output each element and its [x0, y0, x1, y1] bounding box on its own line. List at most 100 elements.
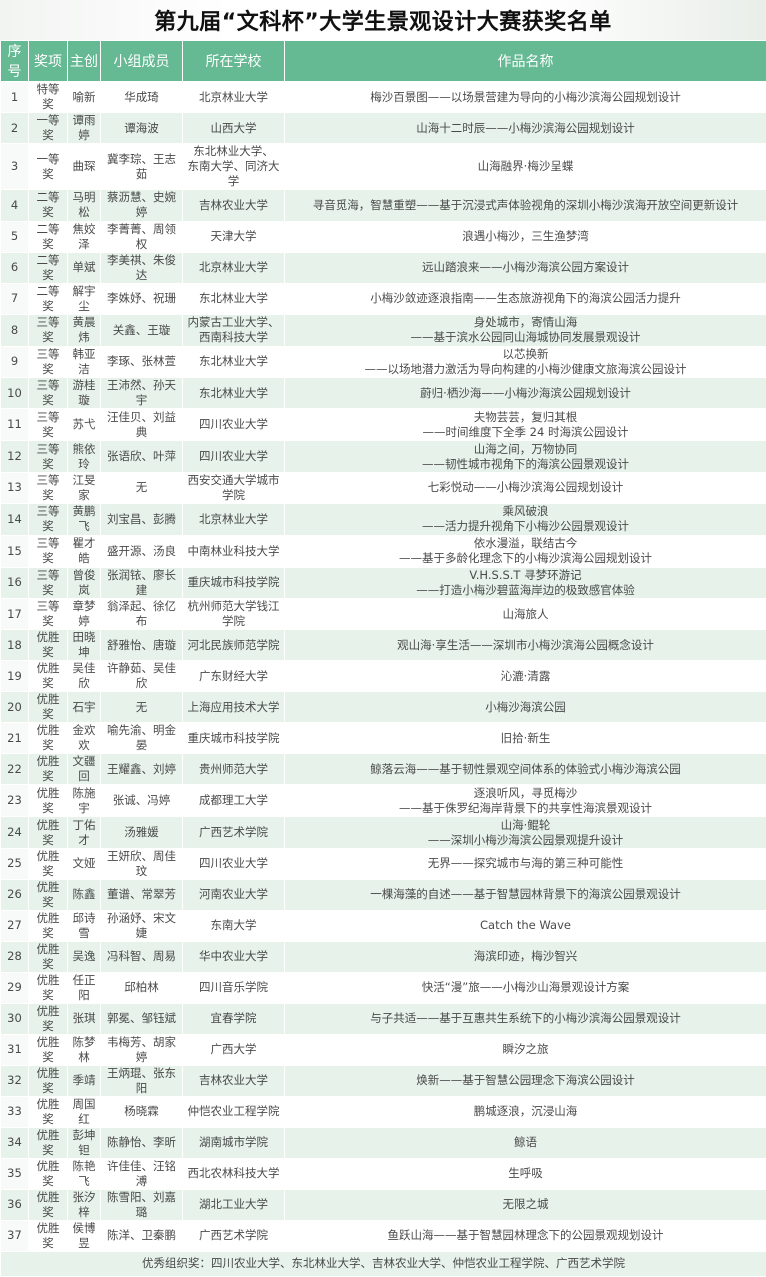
cell-lead: 谭雨婷: [68, 113, 101, 144]
header-lead: 主创: [68, 41, 101, 82]
cell-index: 28: [1, 941, 29, 972]
cell-lead: 周国红: [68, 1096, 101, 1127]
cell-members: 关鑫、王璇: [101, 314, 183, 346]
cell-award: 优胜奖: [29, 1127, 68, 1158]
cell-school: 成都理工大学: [183, 785, 285, 817]
cell-lead: 单斌: [68, 252, 101, 283]
cell-members: 无: [101, 472, 183, 503]
cell-members: 王妍欣、周佳玟: [101, 848, 183, 879]
cell-work: 鲸语: [285, 1127, 766, 1158]
cell-work: 以芯换新 ——以场地潜力激活为导向构建的小梅沙健康文旅海滨公园设计: [285, 346, 766, 378]
cell-award: 二等奖: [29, 252, 68, 283]
cell-members: 冯科智、周易: [101, 941, 183, 972]
cell-index: 7: [1, 283, 29, 314]
cell-index: 34: [1, 1127, 29, 1158]
cell-lead: 江旻家: [68, 472, 101, 503]
cell-members: 汤雅媛: [101, 817, 183, 849]
cell-award: 优胜奖: [29, 1158, 68, 1189]
cell-school: 上海应用技术大学: [183, 692, 285, 723]
cell-work: 无界——探究城市与海的第三种可能性: [285, 848, 766, 879]
cell-award: 三等奖: [29, 409, 68, 441]
cell-members: 陈静怡、李昕: [101, 1127, 183, 1158]
cell-work: 梅沙百景图——以场景营建为导向的小梅沙滨海公园规划设计: [285, 82, 766, 113]
cell-members: 冀李琮、王志茹: [101, 144, 183, 190]
cell-school: 西安交通大学城市学院: [183, 472, 285, 503]
cell-lead: 任正阳: [68, 972, 101, 1003]
cell-award: 一等奖: [29, 144, 68, 190]
cell-lead: 韩亚洁: [68, 346, 101, 378]
cell-school: 河南农业大学: [183, 879, 285, 910]
cell-lead: 张汐梓: [68, 1189, 101, 1220]
header-award: 奖项: [29, 41, 68, 82]
cell-members: 张润铱、廖长建: [101, 567, 183, 599]
cell-index: 27: [1, 910, 29, 941]
cell-lead: 丁佑才: [68, 817, 101, 849]
cell-members: 谭海波: [101, 113, 183, 144]
cell-index: 15: [1, 535, 29, 567]
cell-work: 乘风破浪 ——活力提升视角下小梅沙公园景观设计: [285, 503, 766, 535]
cell-award: 优胜奖: [29, 1220, 68, 1251]
cell-award: 优胜奖: [29, 972, 68, 1003]
cell-index: 1: [1, 82, 29, 113]
cell-lead: 马明松: [68, 190, 101, 222]
cell-school: 四川农业大学: [183, 441, 285, 473]
organization-award: 优秀组织奖：四川农业大学、东北林业大学、吉林农业大学、仲恺农业工程学院、广西艺术…: [1, 1251, 766, 1276]
cell-work: 快活“漫”旅——小梅沙山海景观设计方案: [285, 972, 766, 1003]
header-index: 序号: [1, 41, 29, 82]
cell-award: 优胜奖: [29, 1096, 68, 1127]
cell-award: 优胜奖: [29, 1003, 68, 1034]
cell-index: 26: [1, 879, 29, 910]
cell-award: 三等奖: [29, 314, 68, 346]
cell-index: 6: [1, 252, 29, 283]
cell-lead: 文娅: [68, 848, 101, 879]
cell-lead: 曲琛: [68, 144, 101, 190]
cell-school: 西北农林科技大学: [183, 1158, 285, 1189]
title-bar: 第九届“文科杯”大学生景观设计大赛获奖名单: [0, 0, 766, 40]
cell-lead: 石宇: [68, 692, 101, 723]
cell-lead: 焦姣泽: [68, 221, 101, 252]
cell-award: 优胜奖: [29, 941, 68, 972]
cell-school: 北京林业大学: [183, 82, 285, 113]
cell-award: 三等奖: [29, 567, 68, 599]
cell-members: 李菁菁、周领权: [101, 221, 183, 252]
cell-school: 广西艺术学院: [183, 1220, 285, 1251]
cell-school: 北京林业大学: [183, 503, 285, 535]
cell-work: 逐浪听风，寻觅梅沙 ——基于侏罗纪海岸背景下的共享性海滨景观设计: [285, 785, 766, 817]
cell-school: 东北林业大学: [183, 378, 285, 409]
cell-work: 山海之间，万物协同 ——韧性城市视角下的海滨公园景观设计: [285, 441, 766, 473]
cell-index: 19: [1, 661, 29, 692]
cell-work: 一棵海藻的自述——基于智慧园林背景下的海滨公园景观设计: [285, 879, 766, 910]
cell-award: 优胜奖: [29, 785, 68, 817]
cell-school: 湖北工业大学: [183, 1189, 285, 1220]
cell-work: 鱼跃山海——基于智慧园林理念下的公园景观规划设计: [285, 1220, 766, 1251]
cell-award: 三等奖: [29, 535, 68, 567]
cell-award: 优胜奖: [29, 1065, 68, 1096]
cell-lead: 金欢欢: [68, 723, 101, 754]
cell-school: 吉林农业大学: [183, 1065, 285, 1096]
cell-work: 无限之城: [285, 1189, 766, 1220]
cell-index: 4: [1, 190, 29, 222]
cell-index: 33: [1, 1096, 29, 1127]
cell-members: 董谱、常翠芳: [101, 879, 183, 910]
cell-award: 三等奖: [29, 378, 68, 409]
cell-members: 舒雅怡、唐璇: [101, 630, 183, 661]
cell-school: 广西大学: [183, 1034, 285, 1065]
cell-award: 一等奖: [29, 113, 68, 144]
cell-index: 2: [1, 113, 29, 144]
